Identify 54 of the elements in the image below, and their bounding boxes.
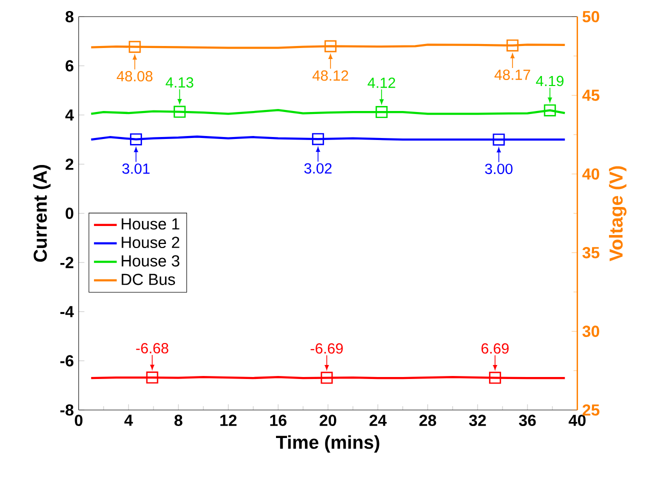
x-tick-label: 20: [320, 414, 336, 426]
y2-tick-label: 45: [582, 90, 600, 102]
y-tick-label: -2: [60, 257, 74, 268]
data-label: 3.01: [122, 164, 150, 174]
x-tick-label: 4: [124, 414, 133, 426]
y2-tick-label: 25: [582, 404, 600, 416]
y-tick-label: 4: [65, 110, 74, 121]
x-tick-label: 24: [370, 414, 387, 426]
y2-axis-title: Voltage (V): [608, 166, 626, 262]
point: [130, 134, 142, 146]
y2-tick-label: 40: [582, 168, 600, 180]
x-tick-label: 28: [419, 414, 436, 426]
annotation: 6.69: [482, 343, 509, 354]
data-label: 3.02: [304, 163, 332, 174]
x-tick-label: 36: [518, 414, 536, 426]
point: [376, 106, 388, 118]
y-tick-label: -6: [60, 355, 74, 367]
y2-tick-label: 50: [582, 11, 600, 22]
legend-label: House 3: [122, 255, 180, 267]
legend-label: House 2: [122, 236, 180, 248]
point: [174, 106, 186, 118]
x-tick-label: 40: [568, 414, 586, 426]
y-tick-label: 6: [66, 60, 74, 72]
data-label: 3.00: [485, 164, 512, 174]
x-tick-label: 32: [469, 414, 486, 426]
y-tick-label: 8: [66, 11, 74, 22]
point: [312, 133, 324, 146]
data-label: 48.08: [116, 71, 152, 82]
data-label: 4.12: [368, 78, 396, 88]
y-tick-label: -8: [60, 404, 74, 416]
x-tick-label: 8: [174, 414, 182, 426]
y2-tick-label: 35: [582, 247, 600, 259]
y2-tick-label: 30: [582, 326, 600, 338]
point: [146, 372, 158, 384]
y-tick-label: -4: [60, 306, 74, 318]
data-label: 48.17: [494, 70, 530, 80]
data-label: 4.19: [536, 76, 564, 86]
x-tick-label: 16: [270, 414, 286, 426]
x-tick-label: 0: [74, 414, 82, 426]
point: [489, 372, 502, 384]
data-label: 4.13: [166, 77, 194, 88]
x-tick-label: 12: [220, 414, 237, 426]
legend-label: DC Bus: [122, 274, 175, 286]
y-tick-label: 2: [66, 158, 74, 170]
data-label: -6.69: [310, 343, 343, 354]
x-axis-title: Time (mins): [276, 435, 380, 453]
point: [492, 134, 505, 146]
y-tick-label: 0: [66, 208, 74, 220]
point: [320, 372, 333, 384]
data-label: -6.68: [136, 343, 168, 354]
point: [544, 104, 556, 116]
data-label: 48.12: [312, 70, 348, 81]
y-axis-title: Current (A): [33, 165, 51, 262]
legend-label: House 1: [122, 218, 180, 230]
